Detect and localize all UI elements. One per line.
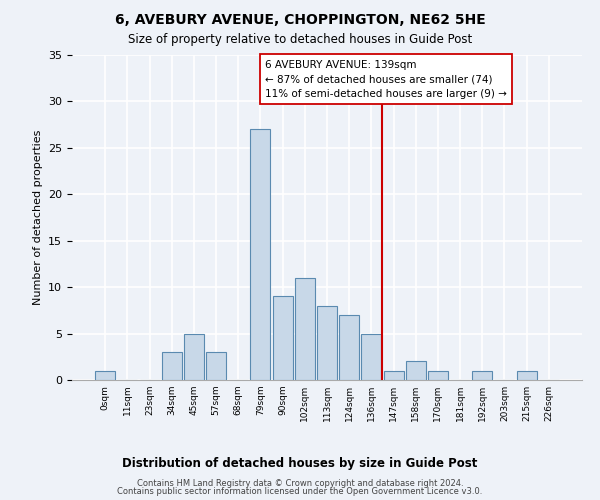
Y-axis label: Number of detached properties: Number of detached properties	[32, 130, 43, 305]
Bar	[184, 334, 204, 380]
Bar	[162, 352, 182, 380]
Text: 6 AVEBURY AVENUE: 139sqm
← 87% of detached houses are smaller (74)
11% of semi-d: 6 AVEBURY AVENUE: 139sqm ← 87% of detach…	[265, 60, 507, 99]
Bar	[206, 352, 226, 380]
Text: Contains HM Land Registry data © Crown copyright and database right 2024.: Contains HM Land Registry data © Crown c…	[137, 478, 463, 488]
Text: Size of property relative to detached houses in Guide Post: Size of property relative to detached ho…	[128, 32, 472, 46]
Bar	[406, 362, 426, 380]
Bar	[383, 370, 404, 380]
Bar	[295, 278, 315, 380]
Bar	[250, 130, 271, 380]
Bar	[339, 315, 359, 380]
Bar	[517, 370, 536, 380]
Bar	[472, 370, 492, 380]
Text: Distribution of detached houses by size in Guide Post: Distribution of detached houses by size …	[122, 458, 478, 470]
Bar	[317, 306, 337, 380]
Bar	[272, 296, 293, 380]
Bar	[95, 370, 115, 380]
Bar	[428, 370, 448, 380]
Text: 6, AVEBURY AVENUE, CHOPPINGTON, NE62 5HE: 6, AVEBURY AVENUE, CHOPPINGTON, NE62 5HE	[115, 12, 485, 26]
Bar	[361, 334, 382, 380]
Text: Contains public sector information licensed under the Open Government Licence v3: Contains public sector information licen…	[118, 487, 482, 496]
